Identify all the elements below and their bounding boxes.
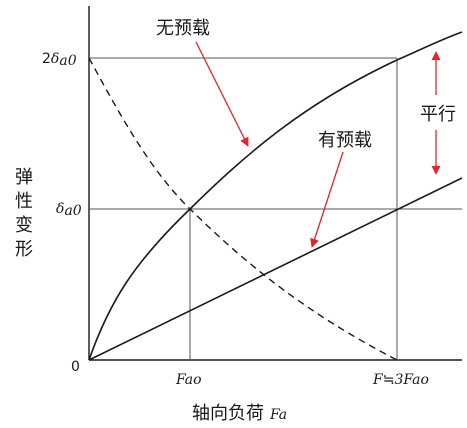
with-preload-pointer-arrow xyxy=(310,151,344,248)
x-tick-f: F xyxy=(372,372,384,388)
parallel-label: 平行 xyxy=(420,104,456,125)
x-tick-fao: Fao xyxy=(175,372,202,388)
y-axis-label-char-4: 形 xyxy=(15,239,33,260)
origin-label: 0 xyxy=(71,359,80,375)
y-tick-2delta-delta: δ xyxy=(51,51,59,67)
y-tick-2delta-coef: 2 xyxy=(42,51,51,67)
y-tick-delta: δa0 xyxy=(56,201,82,219)
y-tick-delta-symbol: δ xyxy=(56,201,64,217)
y-tick-2delta: 2δa0 xyxy=(42,51,77,69)
preload-dashed-curve xyxy=(88,57,398,361)
y-axis-label-char-2: 性 xyxy=(15,191,33,212)
no-preload-label: 无预载 xyxy=(156,18,210,39)
x-tick-3fao: 3Fao xyxy=(394,372,428,388)
x-axis-label-var: Fa xyxy=(269,407,287,423)
no-preload-pointer-arrow xyxy=(195,41,249,147)
x-axis-label-cn: 轴向负荷 xyxy=(192,403,264,424)
y-axis-label-char-3: 变 xyxy=(15,215,33,236)
y-axis-label-char-1: 弹 xyxy=(15,167,33,188)
y-tick-delta-sub: a0 xyxy=(64,203,81,219)
no-preload-curve xyxy=(88,31,463,361)
with-preload-label: 有预载 xyxy=(318,130,372,151)
x-axis-label: 轴向负荷 Fa xyxy=(192,403,287,424)
y-tick-2delta-sub: a0 xyxy=(59,53,76,69)
x-tick-f-3fao: F≒3Fao xyxy=(372,372,429,388)
with-preload-line xyxy=(88,177,463,361)
x-tick-approx: ≒ xyxy=(383,372,395,388)
